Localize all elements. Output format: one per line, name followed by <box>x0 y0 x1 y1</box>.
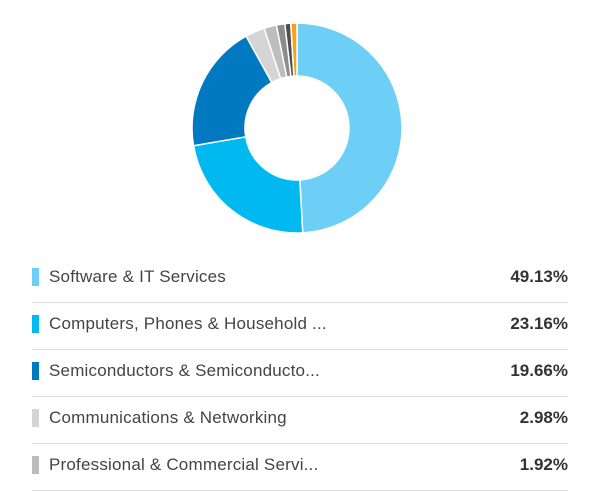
legend-value: 2.98% <box>519 408 568 427</box>
legend-label: Semiconductors & Semiconducto... <box>49 361 320 380</box>
chart-legend: Software & IT Services 49.13% Computers,… <box>32 256 568 491</box>
legend-swatch <box>32 362 39 380</box>
legend-swatch <box>32 315 39 333</box>
legend-value: 19.66% <box>510 361 568 380</box>
legend-row[interactable]: Software & IT Services 49.13% <box>32 256 568 303</box>
donut-slice[interactable] <box>296 22 403 234</box>
legend-value: 23.16% <box>510 314 568 333</box>
donut-slice[interactable] <box>191 35 273 147</box>
legend-swatch <box>32 409 39 427</box>
donut-slice[interactable] <box>192 135 304 234</box>
legend-label: Professional & Commercial Servi... <box>49 455 319 474</box>
legend-row[interactable]: Communications & Networking 2.98% <box>32 397 568 444</box>
donut-chart <box>191 22 403 234</box>
legend-value: 49.13% <box>510 267 568 286</box>
donut-slice[interactable] <box>289 22 298 77</box>
legend-value: 1.92% <box>519 455 568 474</box>
legend-row[interactable]: Computers, Phones & Household ... 23.16% <box>32 303 568 350</box>
legend-label: Communications & Networking <box>49 408 287 427</box>
legend-label: Software & IT Services <box>49 267 226 286</box>
legend-row[interactable]: Professional & Commercial Servi... 1.92% <box>32 444 568 491</box>
legend-label: Computers, Phones & Household ... <box>49 314 327 333</box>
legend-swatch <box>32 268 39 286</box>
legend-swatch <box>32 456 39 474</box>
legend-row[interactable]: Semiconductors & Semiconducto... 19.66% <box>32 350 568 397</box>
